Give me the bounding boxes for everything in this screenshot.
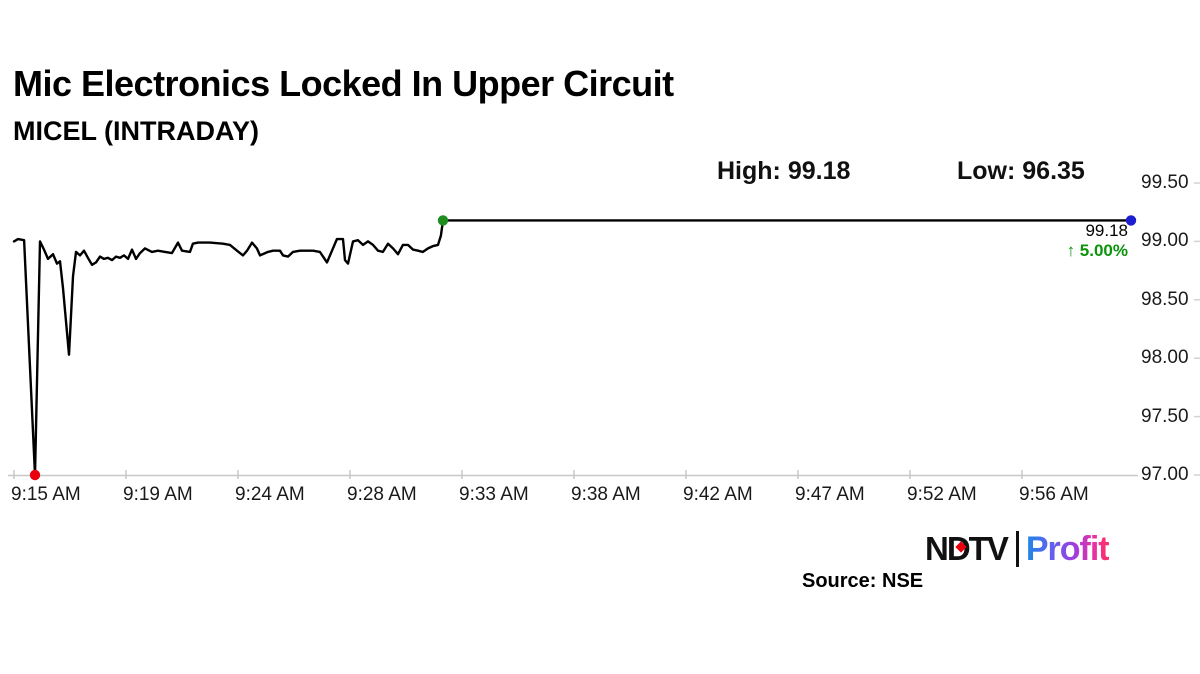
session-low-marker — [29, 469, 41, 481]
page-title: Mic Electronics Locked In Upper Circuit — [13, 63, 674, 104]
price-line — [12, 219, 1133, 477]
last-price-annotation: 99.18 ↑ 5.00% — [1067, 222, 1128, 259]
profit-wordmark: Profit — [1025, 529, 1110, 568]
logo-separator-bar — [1015, 531, 1019, 567]
ndtv-wordmark: NDTV — [925, 530, 1009, 567]
last-price-marker — [1125, 215, 1137, 226]
chart-subtitle: MICEL (INTRADAY) — [13, 116, 260, 146]
low-value-label: Low: 96.35 — [957, 157, 1085, 185]
change-percent: ↑ 5.00% — [1066, 241, 1128, 260]
ndtv-profit-logo: NDTV Profit — [925, 527, 1110, 571]
high-value-label: High: 99.18 — [717, 157, 851, 185]
source-attribution: Source: NSE — [802, 570, 924, 592]
upper-circuit-start-marker — [437, 215, 449, 226]
last-price-value: 99.18 — [1085, 221, 1128, 240]
